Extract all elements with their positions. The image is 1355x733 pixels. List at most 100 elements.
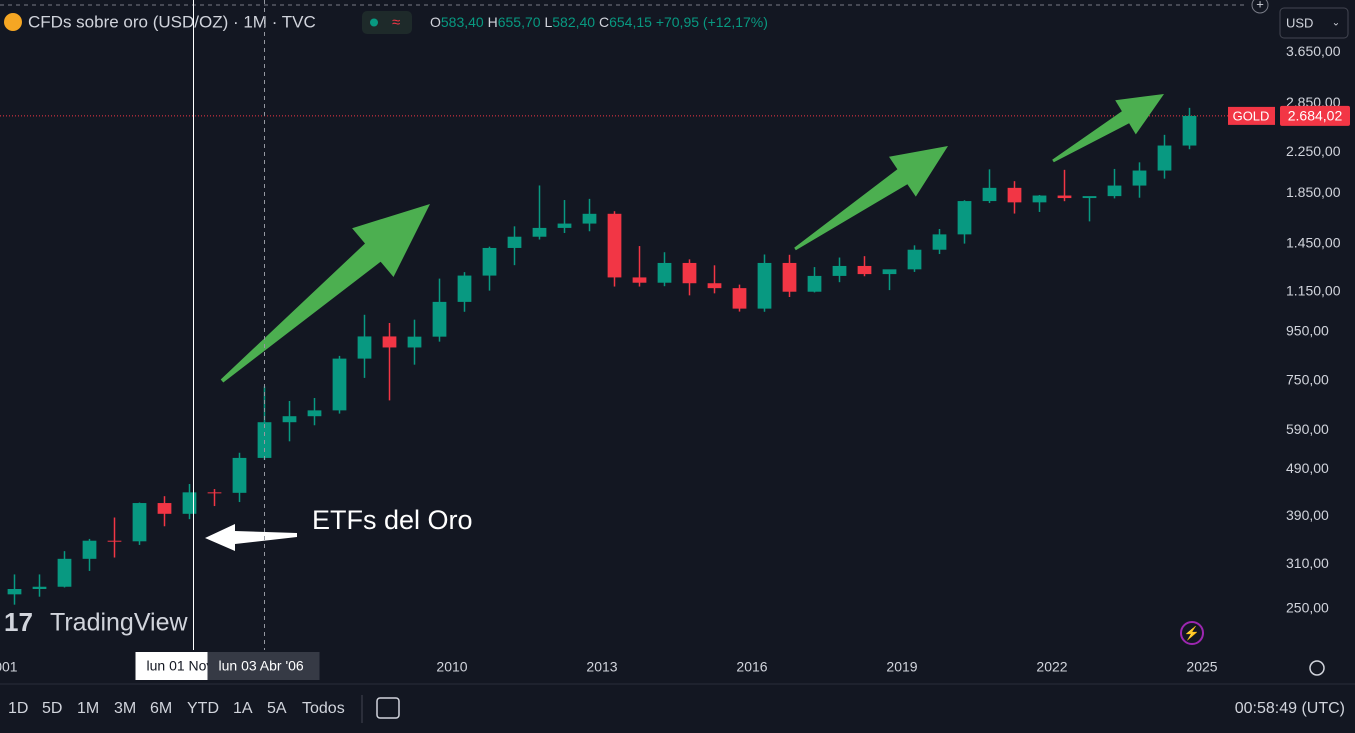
candle-body xyxy=(107,540,122,542)
crosshair-label-box xyxy=(207,652,320,680)
ohlc-value: 582,40 xyxy=(552,14,595,30)
candle-body xyxy=(507,236,522,248)
currency: USD xyxy=(1286,15,1313,30)
range-button[interactable]: 1A xyxy=(233,700,253,717)
y-tick-label: 1.850,00 xyxy=(1286,184,1341,200)
change: +70,95 (+12,17%) xyxy=(656,14,768,30)
y-tick-label: 2.250,00 xyxy=(1286,143,1341,159)
candle-body xyxy=(607,213,622,278)
candle-body xyxy=(882,269,897,275)
x-tick-label: 2019 xyxy=(886,659,917,675)
clock: 00:58:49 (UTC) xyxy=(1235,700,1345,717)
x-tick-label: 2022 xyxy=(1036,659,1067,675)
candle-body xyxy=(532,227,547,237)
candle-body xyxy=(932,234,947,250)
candle-body xyxy=(682,262,697,284)
range-button[interactable]: 5D xyxy=(42,700,62,717)
candle-body xyxy=(82,540,97,559)
x-tick-label: 2010 xyxy=(436,659,467,675)
logo-mark: 17 xyxy=(4,607,33,637)
candle-body xyxy=(482,247,497,276)
arrow xyxy=(794,146,948,251)
ohlc: O583,40 H655,70 L582,40 C654,15 +70,95 (… xyxy=(430,14,768,30)
add-icon: + xyxy=(1256,0,1264,11)
y-tick-label: 1.150,00 xyxy=(1286,283,1341,299)
range-button[interactable]: 6M xyxy=(150,700,172,717)
candle-body xyxy=(1157,145,1172,171)
candle-body xyxy=(382,336,397,348)
ohlc-label: C xyxy=(599,14,609,30)
crosshair-label: lun 03 Abr '06 xyxy=(219,658,304,674)
dropdown-icon: ⌄ xyxy=(1332,18,1340,29)
candle-body xyxy=(782,262,797,292)
candle-body xyxy=(657,262,672,283)
candle-body xyxy=(907,249,922,270)
plot-area xyxy=(0,107,1275,605)
x-tick-label: 2001 xyxy=(0,659,18,675)
price-name-badge xyxy=(1228,106,1275,125)
y-tick-label: 590,00 xyxy=(1286,421,1329,437)
candle-body xyxy=(757,262,772,309)
add-button[interactable] xyxy=(1251,0,1269,14)
range-button[interactable]: Todos xyxy=(302,700,345,717)
alert-symbol: ⚡ xyxy=(1184,625,1200,641)
candle-body xyxy=(207,492,222,494)
range-button[interactable]: 3M xyxy=(114,700,136,717)
y-tick-label: 310,00 xyxy=(1286,555,1329,571)
candle-body xyxy=(1007,187,1022,203)
range-button[interactable]: 5A xyxy=(267,700,287,717)
x-tick-label: 2025 xyxy=(1186,659,1217,675)
date-range-icon[interactable] xyxy=(376,697,400,719)
candle-body xyxy=(957,201,972,235)
arrow xyxy=(220,204,430,383)
candle-body xyxy=(132,503,147,542)
annotation: ETFs del Oro xyxy=(312,505,473,535)
alert-icon[interactable] xyxy=(1180,621,1204,645)
candle-body xyxy=(1057,195,1072,199)
candle-body xyxy=(7,588,22,595)
ohlc-label: O xyxy=(430,14,441,30)
range-button[interactable]: YTD xyxy=(187,700,219,717)
settings-icon[interactable] xyxy=(1309,660,1325,676)
candle-body xyxy=(707,283,722,289)
candle-body xyxy=(232,457,247,493)
currency-select[interactable] xyxy=(1279,7,1349,39)
status-badge[interactable] xyxy=(362,11,412,34)
candle-body xyxy=(1082,196,1097,199)
watermark: TradingView xyxy=(50,609,189,637)
price-name: GOLD xyxy=(1233,108,1270,123)
candle-body xyxy=(632,277,647,283)
candle-body xyxy=(557,223,572,228)
price-badge xyxy=(1280,105,1350,126)
candle-body xyxy=(457,275,472,302)
candle-body xyxy=(357,336,372,359)
symbol-title[interactable]: CFDs sobre oro (USD/OZ) · 1M · TVC xyxy=(28,12,316,31)
candle-body xyxy=(32,586,47,589)
candle-body xyxy=(857,265,872,275)
status-icon: ≈ xyxy=(392,14,400,31)
candle-body xyxy=(832,265,847,276)
y-tick-label: 390,00 xyxy=(1286,507,1329,523)
candle-body xyxy=(1032,195,1047,203)
range-button[interactable]: 1M xyxy=(77,700,99,717)
candle-body xyxy=(1107,185,1122,197)
candle-body xyxy=(57,558,72,587)
candle-body xyxy=(732,288,747,309)
candle-body xyxy=(182,492,197,514)
y-tick-label: 250,00 xyxy=(1286,599,1329,615)
ohlc-value: 583,40 xyxy=(441,14,484,30)
arrow xyxy=(1052,94,1164,163)
candle-body xyxy=(332,358,347,411)
candle-body xyxy=(807,275,822,292)
range-button[interactable]: 1D xyxy=(8,700,28,717)
candle-body xyxy=(157,503,172,514)
ohlc-value: 655,70 xyxy=(498,14,541,30)
candle-body xyxy=(407,336,422,348)
candle-body xyxy=(1132,170,1147,186)
candle-body xyxy=(582,213,597,224)
candle-body xyxy=(432,301,447,337)
y-tick-label: 490,00 xyxy=(1286,460,1329,476)
arrow xyxy=(205,524,297,551)
y-tick-label: 750,00 xyxy=(1286,371,1329,387)
